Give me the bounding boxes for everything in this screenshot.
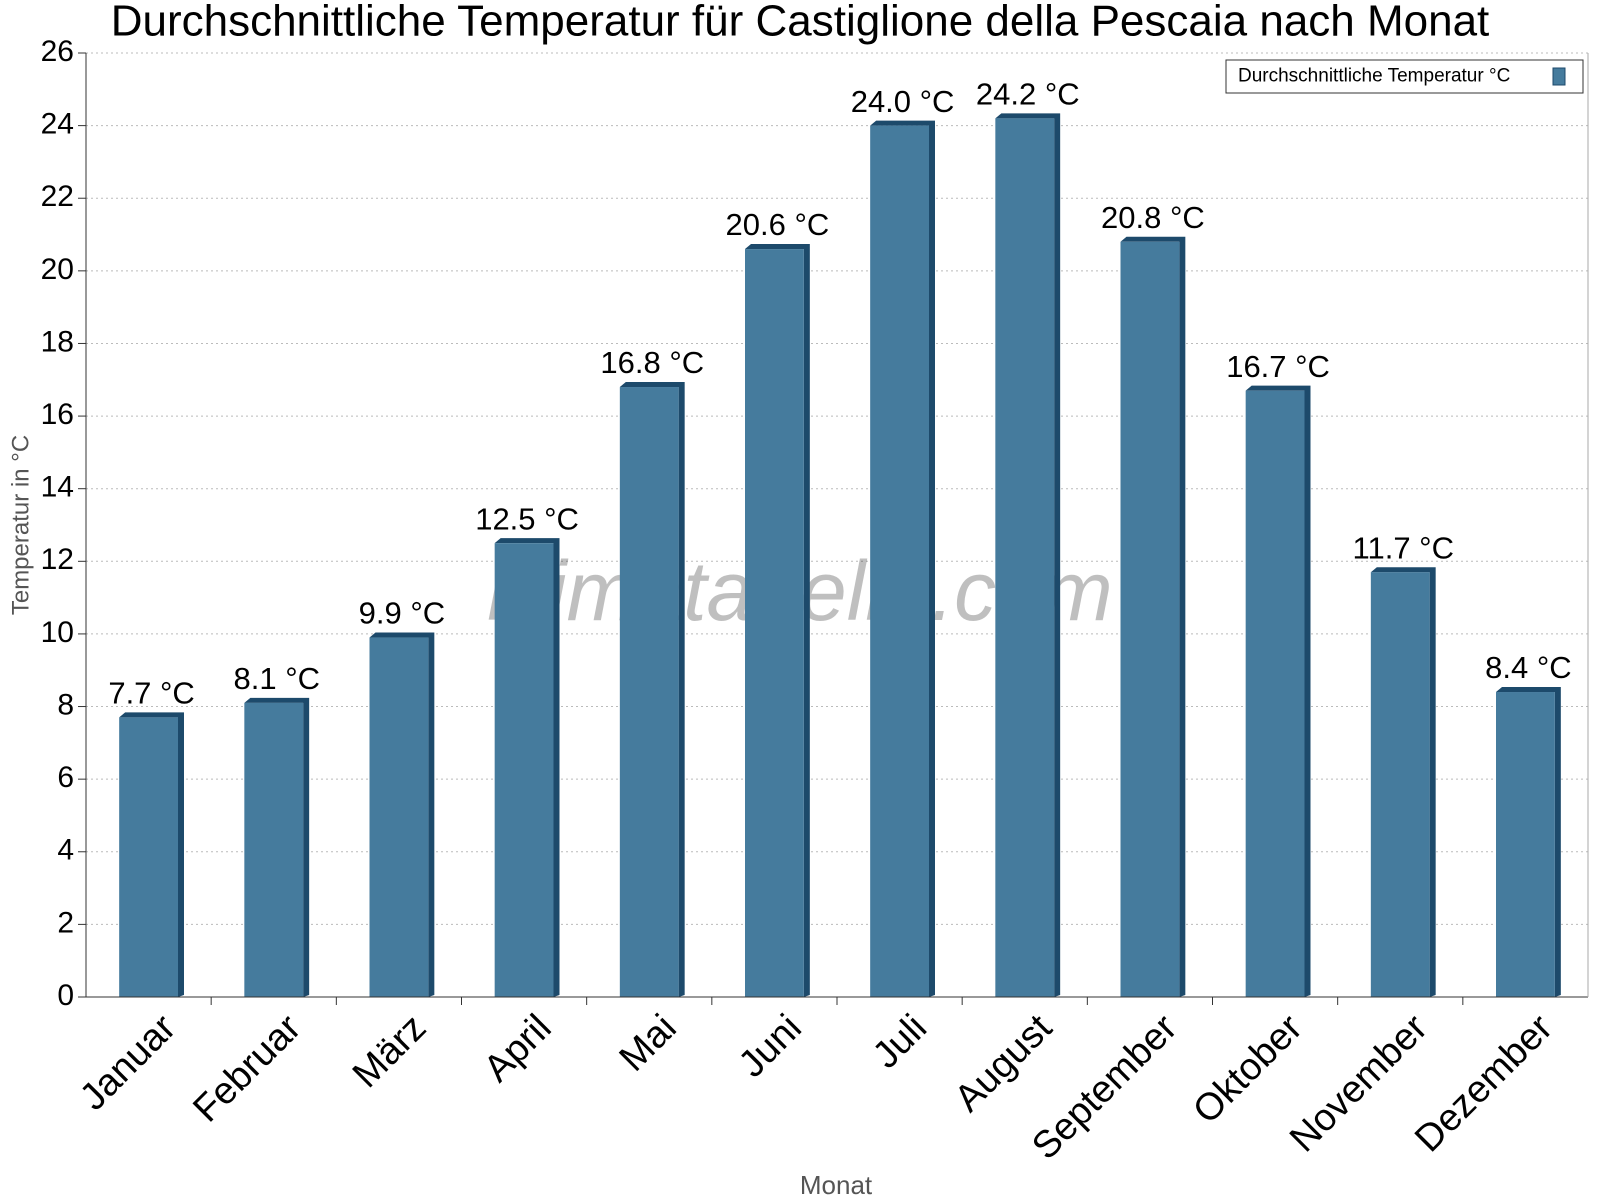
y-tick-label: 12 <box>41 543 74 576</box>
value-label: 11.7 °C <box>1353 530 1454 565</box>
y-tick-label: 22 <box>41 180 74 213</box>
value-label: 20.8 °C <box>1101 200 1205 235</box>
value-label: 9.9 °C <box>359 596 446 631</box>
bar <box>1496 692 1555 997</box>
value-label: 20.6 °C <box>726 207 830 242</box>
bar <box>619 387 679 997</box>
y-tick-label: 4 <box>57 834 74 867</box>
value-label: 16.8 °C <box>600 345 704 380</box>
value-label: 7.7 °C <box>108 676 195 711</box>
y-axis-label: Temperatur in °C <box>7 435 34 615</box>
legend-label: Durchschnittliche Temperatur °C <box>1238 66 1510 87</box>
value-label: 24.0 °C <box>851 84 955 119</box>
value-label: 12.5 °C <box>475 501 579 536</box>
y-tick-label: 14 <box>41 471 74 504</box>
x-axis-label: Monat <box>800 1170 873 1200</box>
y-tick-label: 2 <box>57 906 74 939</box>
bar <box>369 637 429 997</box>
bar <box>745 249 804 998</box>
y-tick-label: 10 <box>41 616 74 649</box>
legend-box <box>1225 59 1584 94</box>
bar <box>870 125 929 998</box>
value-label: 24.2 °C <box>976 77 1080 112</box>
bar <box>494 543 554 997</box>
bar <box>995 118 1055 998</box>
y-tick-label: 20 <box>41 253 74 286</box>
y-tick-label: 26 <box>41 35 74 68</box>
y-tick-label: 16 <box>41 398 74 431</box>
y-tick-label: 0 <box>57 979 74 1012</box>
bar <box>119 717 178 997</box>
bar <box>1370 572 1430 997</box>
legend-swatch <box>1552 67 1566 86</box>
y-tick-label: 8 <box>57 688 74 721</box>
value-label: 16.7 °C <box>1226 349 1330 384</box>
bar <box>1120 241 1180 998</box>
chart-title: Durchschnittliche Temperatur für Castigl… <box>111 0 1490 46</box>
y-tick-label: 6 <box>57 761 74 794</box>
legend: Durchschnittliche Temperatur °C <box>1225 59 1584 94</box>
bar <box>244 702 304 997</box>
bar <box>1245 390 1305 998</box>
y-tick-label: 18 <box>41 325 74 358</box>
value-label: 8.4 °C <box>1485 650 1572 685</box>
y-tick-label: 24 <box>41 108 74 141</box>
value-label: 8.1 °C <box>234 661 321 696</box>
